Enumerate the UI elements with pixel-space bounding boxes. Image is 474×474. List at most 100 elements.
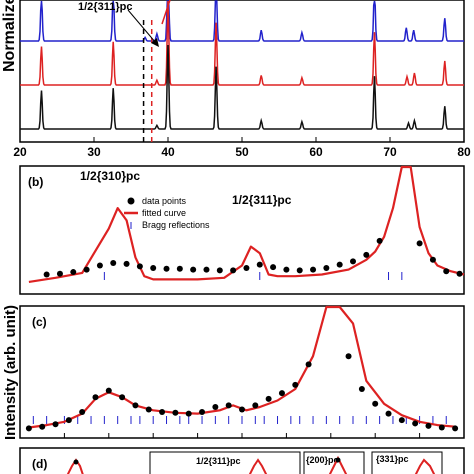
panel-a-tick-label-5: 70	[383, 145, 397, 159]
panel-b-point-3	[83, 266, 90, 273]
panel-b-point-6	[123, 260, 130, 267]
panel-b-legend: data points fitted curve Bragg reflectio…	[124, 196, 210, 230]
panel-b-point-13	[216, 267, 223, 274]
panel-c-point-19	[278, 390, 285, 397]
panel-b-point-1	[56, 270, 63, 277]
panel-c-point-31	[438, 424, 445, 431]
panel-b-fitted-curve	[28, 165, 465, 283]
panel-a-tick-label-6: 80	[457, 145, 471, 159]
panel-d-inset-label-311: 1/2{311}pc	[196, 456, 241, 466]
panel-a-series-line-0	[20, 0, 464, 42]
panel-b-point-8	[150, 264, 157, 271]
panel-b-annotation-310: 1/2{310}pc	[80, 169, 140, 183]
panel-c-point-16	[239, 406, 245, 413]
panel-b-point-12	[203, 266, 210, 273]
panel-c-point-26	[372, 400, 379, 407]
panel-b-point-20	[310, 266, 317, 273]
panel-b-point-10	[176, 265, 183, 272]
panel-a-series-line-2	[20, 44, 464, 130]
panel-a-series-line-1	[20, 0, 464, 86]
panel-b-point-18	[283, 266, 290, 273]
panel-b-point-25	[376, 237, 383, 244]
panel-a-red-arrow	[161, 0, 171, 25]
panel-c-point-21	[305, 361, 312, 368]
panel-c-point-18	[265, 395, 272, 402]
panel-b-point-24	[363, 251, 370, 258]
panel-a-y-label: Normalized	[1, 0, 18, 72]
panel-c-point-12	[185, 410, 192, 417]
panel-c-point-3	[65, 417, 72, 424]
panel-a-x-ticks: 20 30 40 50 60 70 80	[13, 137, 471, 159]
panel-a: 20 30 40 50 60 70 80 Normalized 1/2{311}pc	[1, 0, 471, 159]
panel-c-point-13	[199, 408, 206, 415]
panel-c-label: (c)	[32, 315, 47, 329]
panel-b-point-0	[43, 271, 50, 278]
panel-c-point-24	[345, 353, 352, 360]
panel-c-point-14	[212, 404, 219, 411]
panel-b-point-21	[323, 264, 330, 271]
panel-b-point-22	[336, 261, 343, 268]
panel-b-point-17	[270, 264, 277, 271]
panel-b-frame	[19, 165, 465, 295]
panel-c-point-2	[52, 421, 59, 428]
panel-b-point-14	[230, 267, 237, 274]
panel-d-peak-inset-3	[414, 458, 436, 474]
panel-d-inset-label-200: {200}pc	[306, 455, 339, 465]
panel-a-annotation: 1/2{311}pc	[78, 1, 132, 13]
panel-b-point-28	[416, 240, 423, 247]
panel-b-point-7	[136, 263, 143, 270]
panel-a-tick-label-1: 30	[87, 145, 101, 159]
panel-d-inset-3	[371, 451, 443, 474]
panel-c-point-1	[39, 423, 46, 430]
panel-a-tick-label-3: 50	[235, 145, 249, 159]
panel-a-annotation-arrow	[127, 9, 157, 44]
panel-c-x-ticks	[63, 433, 421, 438]
panel-b-point-9	[163, 265, 170, 272]
panel-c-point-27	[385, 410, 392, 417]
panel-d-peak-inset-1	[248, 458, 268, 474]
panel-c-fitted-curve	[28, 305, 456, 429]
panel-c-point-11	[172, 409, 179, 416]
panel-b-data-points	[43, 237, 463, 278]
panel-a-series	[20, 0, 464, 130]
panel-c-point-6	[105, 387, 112, 394]
panel-b-fit-line	[28, 165, 465, 283]
panel-b-point-5	[110, 260, 117, 267]
panel-b-label: (b)	[28, 175, 43, 189]
panel-b-point-19	[296, 267, 303, 274]
panel-b-point-11	[190, 266, 197, 273]
panel-a-marker-lines	[142, 20, 153, 142]
panel-b-bragg-marks	[103, 272, 403, 280]
panel-b-point-2	[70, 269, 77, 276]
panel-b-point-15	[243, 264, 250, 271]
panel-b-point-29	[429, 256, 436, 263]
panel-c-point-0	[25, 425, 32, 432]
panel-c-point-7	[119, 394, 126, 401]
panel-b-point-4	[96, 262, 103, 269]
panel-b: (b) 1/2{310}pc 1/2{311}pc data points fi…	[19, 165, 465, 295]
panel-b-point-31	[456, 270, 463, 277]
panel-c-point-25	[358, 386, 365, 392]
panel-b-point-23	[350, 258, 356, 265]
panel-d-inset-label-331: {331}pc	[376, 454, 409, 464]
panel-a-tick-label-0: 20	[13, 145, 27, 159]
panel-c-data-points	[25, 353, 459, 432]
panel-c: (c) Intensity (arb. unit)	[2, 305, 465, 440]
panel-c-y-label: Intensity (arb. unit)	[2, 305, 19, 440]
panel-c-point-17	[252, 402, 259, 409]
panel-b-point-30	[443, 268, 450, 275]
panel-a-tick-label-2: 40	[161, 145, 175, 159]
panel-d-dot-left	[73, 459, 79, 465]
panel-d-inset-2	[303, 451, 365, 474]
panel-c-point-20	[292, 381, 299, 388]
panel-b-point-16	[256, 261, 263, 268]
legend-marker-data-points	[127, 197, 135, 205]
panel-c-point-28	[398, 417, 405, 424]
panel-c-bragg-marks	[32, 416, 447, 424]
panel-d-label: (d)	[32, 457, 47, 471]
panel-a-frame	[19, 0, 465, 143]
panel-c-point-5	[92, 394, 99, 401]
legend-label-data-points: data points	[142, 196, 187, 206]
panel-d-frame	[19, 447, 465, 474]
